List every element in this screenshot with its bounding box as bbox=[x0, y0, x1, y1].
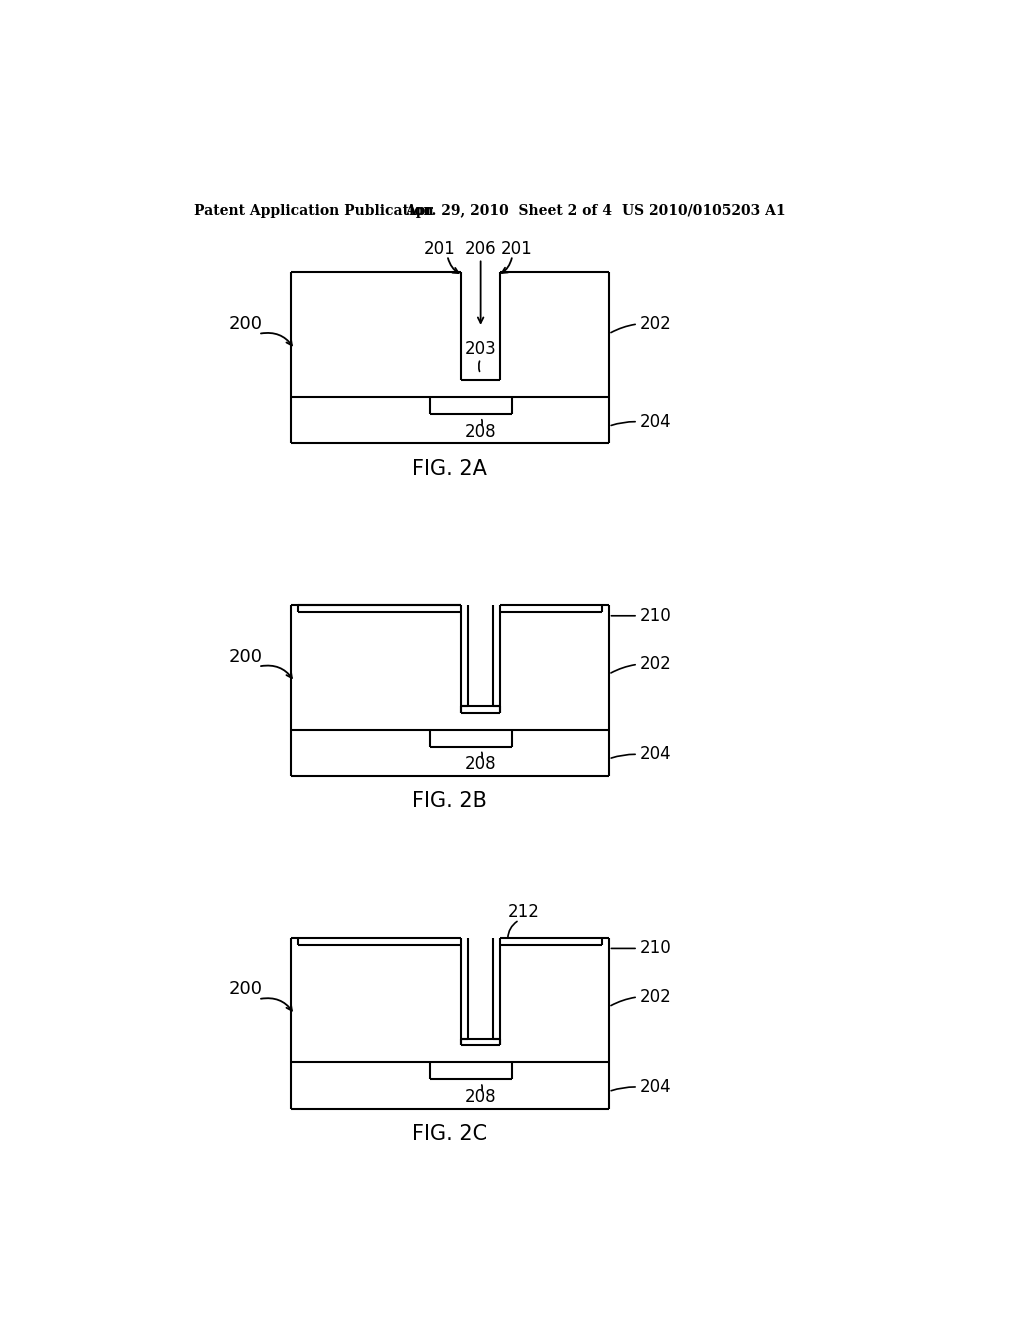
Text: US 2010/0105203 A1: US 2010/0105203 A1 bbox=[623, 203, 786, 218]
Text: 203: 203 bbox=[465, 341, 497, 358]
Text: 202: 202 bbox=[640, 655, 672, 673]
Text: 202: 202 bbox=[640, 987, 672, 1006]
Text: 200: 200 bbox=[228, 981, 263, 998]
Text: 212: 212 bbox=[507, 903, 540, 921]
Text: 201: 201 bbox=[424, 240, 456, 259]
Text: 201: 201 bbox=[501, 240, 532, 259]
Text: 200: 200 bbox=[228, 648, 263, 665]
Text: 208: 208 bbox=[465, 755, 497, 774]
Text: 204: 204 bbox=[640, 1078, 671, 1096]
Text: 210: 210 bbox=[640, 607, 672, 624]
Text: FIG. 2C: FIG. 2C bbox=[412, 1125, 487, 1144]
Text: FIG. 2A: FIG. 2A bbox=[413, 459, 487, 479]
Text: 204: 204 bbox=[640, 746, 671, 763]
Text: FIG. 2B: FIG. 2B bbox=[413, 792, 487, 812]
Text: 200: 200 bbox=[228, 315, 263, 333]
Text: 204: 204 bbox=[640, 413, 671, 430]
Text: 210: 210 bbox=[640, 940, 672, 957]
Text: Apr. 29, 2010  Sheet 2 of 4: Apr. 29, 2010 Sheet 2 of 4 bbox=[406, 203, 612, 218]
Text: 202: 202 bbox=[640, 315, 672, 333]
Text: 206: 206 bbox=[465, 240, 497, 259]
Text: 208: 208 bbox=[465, 422, 497, 441]
Text: 208: 208 bbox=[465, 1088, 497, 1106]
Text: Patent Application Publication: Patent Application Publication bbox=[194, 203, 433, 218]
